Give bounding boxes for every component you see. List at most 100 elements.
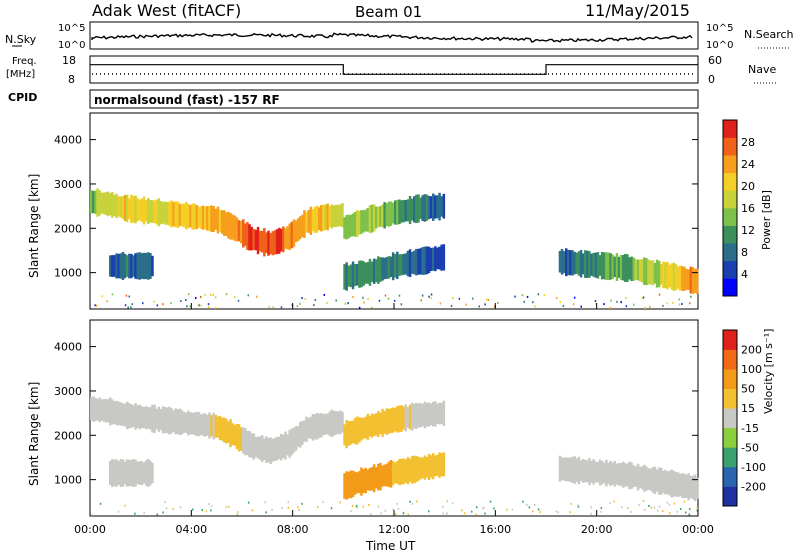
data-cell bbox=[628, 257, 631, 280]
data-cell bbox=[370, 306, 373, 309]
data-cell bbox=[432, 193, 435, 221]
data-cell bbox=[144, 200, 148, 222]
data-cell bbox=[250, 433, 253, 458]
data-cell bbox=[430, 297, 432, 300]
data-cell bbox=[436, 195, 439, 219]
data-cell bbox=[339, 501, 341, 504]
data-cell bbox=[144, 406, 148, 430]
data-cell bbox=[233, 424, 237, 446]
cpid-label: CPID bbox=[8, 91, 37, 104]
colorbar-swatch bbox=[723, 330, 737, 350]
data-cell bbox=[318, 207, 321, 231]
data-cell bbox=[138, 252, 142, 280]
data-cell bbox=[195, 205, 199, 229]
data-cell bbox=[347, 471, 351, 499]
colorbar-frame bbox=[722, 329, 738, 507]
data-cell bbox=[174, 408, 177, 435]
data-cell bbox=[358, 417, 361, 443]
data-cell bbox=[584, 459, 587, 483]
xtick-label: 00:00 bbox=[74, 523, 106, 536]
data-cell bbox=[368, 467, 372, 491]
data-cell bbox=[132, 459, 135, 487]
data-cell bbox=[484, 512, 486, 515]
data-cell bbox=[413, 455, 416, 484]
data-cell bbox=[432, 247, 435, 271]
data-cell bbox=[562, 251, 566, 273]
data-cell bbox=[326, 301, 328, 304]
data-cell bbox=[155, 199, 158, 225]
data-cell bbox=[144, 460, 148, 486]
data-cell bbox=[258, 230, 262, 252]
data-cell bbox=[461, 509, 463, 512]
data-cell bbox=[381, 465, 384, 487]
data-cell bbox=[397, 507, 400, 510]
colorbar-swatch bbox=[723, 120, 737, 138]
data-cell bbox=[244, 428, 247, 456]
data-cell bbox=[381, 257, 384, 281]
freq-line bbox=[90, 64, 698, 75]
data-cell bbox=[136, 252, 139, 280]
data-cell bbox=[394, 513, 397, 516]
data-cell bbox=[102, 192, 106, 215]
data-cell bbox=[603, 462, 606, 484]
data-cell bbox=[134, 403, 137, 430]
data-cell bbox=[111, 192, 114, 218]
data-cell bbox=[339, 410, 342, 435]
data-cell bbox=[92, 396, 95, 422]
data-cell bbox=[600, 510, 602, 513]
data-cell bbox=[364, 209, 367, 232]
data-cell bbox=[391, 407, 395, 433]
data-cell bbox=[425, 457, 429, 478]
data-cell bbox=[668, 470, 671, 496]
noise-panel: N.Sky 10^5 10^0 10^5 10^0 N.Search bbox=[5, 21, 794, 51]
data-cell bbox=[330, 507, 333, 510]
data-cell bbox=[569, 457, 572, 482]
data-cell bbox=[130, 253, 133, 279]
data-cell bbox=[396, 502, 398, 505]
data-cell bbox=[258, 436, 262, 460]
data-cell bbox=[678, 298, 680, 301]
data-cell bbox=[132, 405, 135, 427]
data-cell bbox=[666, 471, 669, 495]
data-cell bbox=[558, 455, 562, 482]
data-cell bbox=[290, 221, 294, 249]
data-cell bbox=[483, 506, 485, 509]
data-cell bbox=[383, 202, 386, 229]
data-cell bbox=[432, 453, 435, 480]
data-cell bbox=[201, 205, 205, 230]
data-cell bbox=[149, 200, 152, 223]
data-cell bbox=[440, 244, 443, 271]
data-cell bbox=[208, 503, 210, 505]
data-cell bbox=[179, 506, 182, 509]
data-cell bbox=[286, 226, 289, 250]
colorbar-tick-label: -50 bbox=[741, 441, 759, 454]
data-cell bbox=[588, 457, 591, 486]
power-data bbox=[90, 188, 699, 309]
data-cell bbox=[159, 409, 163, 430]
data-cell bbox=[598, 459, 602, 486]
data-cell bbox=[165, 507, 168, 510]
data-cell bbox=[406, 199, 410, 222]
data-cell bbox=[446, 500, 449, 503]
data-cell bbox=[185, 412, 188, 433]
data-cell bbox=[111, 459, 114, 487]
data-cell bbox=[393, 299, 396, 302]
data-cell bbox=[630, 256, 633, 282]
data-cell bbox=[349, 420, 353, 445]
ytick-label: 4000 bbox=[54, 134, 82, 147]
data-cell bbox=[396, 199, 399, 225]
data-cell bbox=[442, 505, 444, 508]
data-cell bbox=[313, 304, 315, 307]
data-cell bbox=[664, 469, 667, 495]
colorbar-swatch bbox=[723, 427, 737, 448]
data-cell bbox=[387, 201, 391, 227]
data-cell bbox=[558, 250, 562, 273]
data-cell bbox=[600, 460, 604, 485]
data-cell bbox=[440, 402, 443, 425]
data-cell bbox=[415, 248, 418, 276]
data-cell bbox=[225, 293, 228, 296]
data-cell bbox=[281, 506, 283, 509]
data-cell bbox=[678, 303, 681, 306]
data-cell bbox=[98, 397, 101, 423]
data-cell bbox=[681, 266, 684, 291]
